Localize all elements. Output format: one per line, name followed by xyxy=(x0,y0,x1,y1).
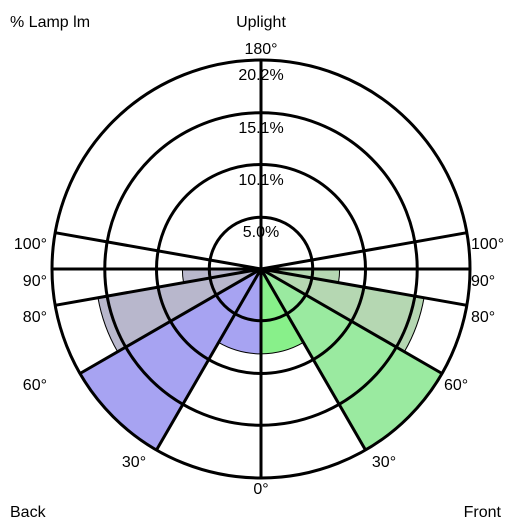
spoke-left-30 xyxy=(155,268,263,451)
spoke-right-100 xyxy=(260,231,468,271)
angle-label-right-90: 90° xyxy=(471,273,495,290)
uplight-label: Uplight xyxy=(236,14,286,31)
back-label: Back xyxy=(10,504,47,521)
angle-label-right-80: 80° xyxy=(471,309,495,326)
unit-label: % Lamp lm xyxy=(10,14,90,31)
spoke-right-80 xyxy=(260,267,468,307)
ring-label-2: 10.1% xyxy=(238,172,283,189)
angle-label-right-100: 100° xyxy=(471,236,504,253)
spoke-right-30 xyxy=(259,268,367,451)
spoke-left-60 xyxy=(79,267,262,375)
angle-label-left-80: 80° xyxy=(23,309,47,326)
angle-label-left-60: 60° xyxy=(23,377,47,394)
ring-label-1: 5.0% xyxy=(243,224,279,241)
ring-label-4: 20.2% xyxy=(238,67,283,84)
spoke-layer xyxy=(52,60,470,478)
angle-label-right-60: 60° xyxy=(444,377,468,394)
angle-label-left-90: 90° xyxy=(23,273,47,290)
angle-label-left-30: 30° xyxy=(122,454,146,471)
angle-label-0: 0° xyxy=(253,481,268,498)
angle-label-right-30: 30° xyxy=(372,454,396,471)
spoke-left-80 xyxy=(54,267,262,307)
front-label: Front xyxy=(464,504,502,521)
angle-label-180: 180° xyxy=(244,41,277,58)
spoke-right-60 xyxy=(260,267,443,375)
angle-label-left-100: 100° xyxy=(14,236,47,253)
spoke-left-100 xyxy=(54,231,262,271)
ring-label-3: 15.1% xyxy=(238,120,283,137)
